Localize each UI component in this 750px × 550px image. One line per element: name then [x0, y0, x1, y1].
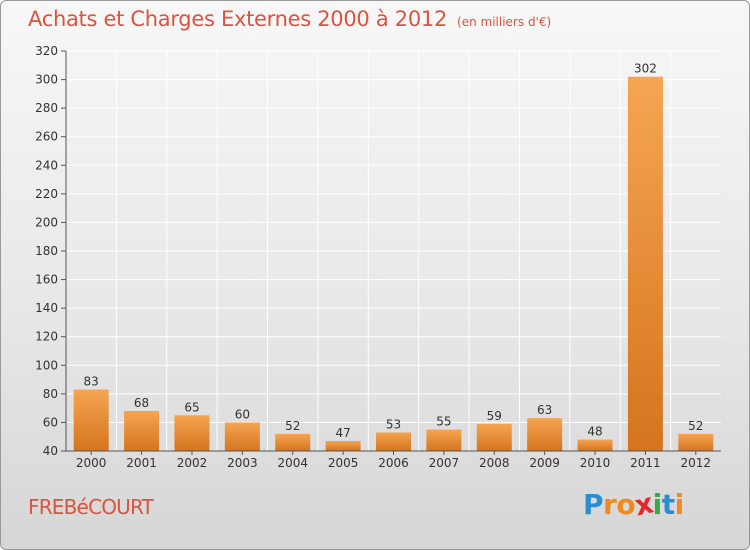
y-tick-label: 240 [35, 158, 58, 172]
y-tick-label: 60 [43, 415, 58, 429]
x-tick-label: 2003 [227, 456, 258, 470]
logo-letter: P [583, 488, 604, 521]
x-tick-label: 2011 [630, 456, 661, 470]
x-tick-label: 2002 [177, 456, 208, 470]
bar-value-label: 52 [285, 419, 300, 433]
bar-value-label: 47 [335, 426, 350, 440]
y-tick-label: 80 [43, 387, 58, 401]
x-tick-label: 2012 [681, 456, 712, 470]
proxiti-logo[interactable]: Proxiti [583, 487, 685, 523]
bar-2009 [527, 418, 563, 451]
x-tick-label: 2000 [76, 456, 107, 470]
y-tick-label: 160 [35, 273, 58, 287]
y-tick-label: 320 [35, 44, 58, 58]
bar-2004 [275, 433, 311, 451]
x-tick-label: 2004 [277, 456, 308, 470]
bar-2012 [678, 433, 714, 451]
bar-value-label: 83 [84, 375, 99, 389]
title-row: Achats et Charges Externes 2000 à 2012 (e… [28, 7, 551, 31]
y-tick-label: 40 [43, 444, 58, 458]
bar-2008 [476, 423, 512, 451]
bar-value-label: 59 [487, 409, 502, 423]
chart-subtitle: (en milliers d'€) [457, 15, 552, 29]
x-tick-label: 2005 [328, 456, 359, 470]
bar-value-label: 52 [688, 419, 703, 433]
y-tick-label: 200 [35, 215, 58, 229]
x-tick-label: 2006 [378, 456, 409, 470]
y-tick-label: 280 [35, 101, 58, 115]
commune-name: FREBéCOURT [28, 495, 154, 519]
bar-value-label: 63 [537, 403, 552, 417]
x-tick-label: 2009 [529, 456, 560, 470]
x-tick-label: 2008 [479, 456, 510, 470]
bar-2003 [224, 422, 260, 451]
chart-title: Achats et Charges Externes 2000 à 2012 [28, 7, 448, 31]
x-tick-label: 2010 [580, 456, 611, 470]
logo-letter: r [603, 488, 617, 521]
grid-lines [66, 50, 721, 452]
logo-letter: t [661, 488, 675, 521]
bar-value-label: 302 [634, 62, 657, 76]
bar-2001 [124, 411, 160, 451]
bar-value-label: 55 [436, 415, 451, 429]
bar-value-label: 68 [134, 396, 149, 410]
logo-letter: i [652, 488, 663, 521]
bar-2002 [174, 415, 210, 451]
y-tick-label: 260 [35, 130, 58, 144]
bar-value-label: 53 [386, 417, 401, 431]
bar-2011 [627, 76, 663, 451]
y-tick-label: 220 [35, 187, 58, 201]
x-tick-label: 2001 [126, 456, 157, 470]
bar-value-label: 65 [184, 400, 199, 414]
bar-value-label: 60 [235, 407, 250, 421]
bar-2005 [325, 441, 361, 451]
bar-value-label: 48 [587, 425, 602, 439]
y-tick-label: 300 [35, 73, 58, 87]
bar-2006 [376, 432, 411, 451]
y-tick-label: 100 [35, 358, 58, 372]
logo-letter: i [674, 488, 685, 521]
logo-letter: o [616, 488, 636, 521]
bar-2010 [577, 439, 613, 451]
bar-2007 [426, 429, 462, 451]
x-tick-label: 2007 [429, 456, 460, 470]
y-tick-label: 180 [35, 244, 58, 258]
bar-2000 [73, 389, 109, 451]
y-tick-label: 120 [35, 330, 58, 344]
bars: 83 68 65 60 52 47 53 55 59 63 48 302 52 [73, 62, 714, 451]
x-axis: 2000 2001 2002 2003 2004 2005 2006 2007 2008 2009… [66, 450, 721, 470]
y-axis: 40 60 80 100 120 140 160 180 200 220 240 260 280 300 3… [35, 44, 67, 458]
y-tick-label: 140 [35, 301, 58, 315]
